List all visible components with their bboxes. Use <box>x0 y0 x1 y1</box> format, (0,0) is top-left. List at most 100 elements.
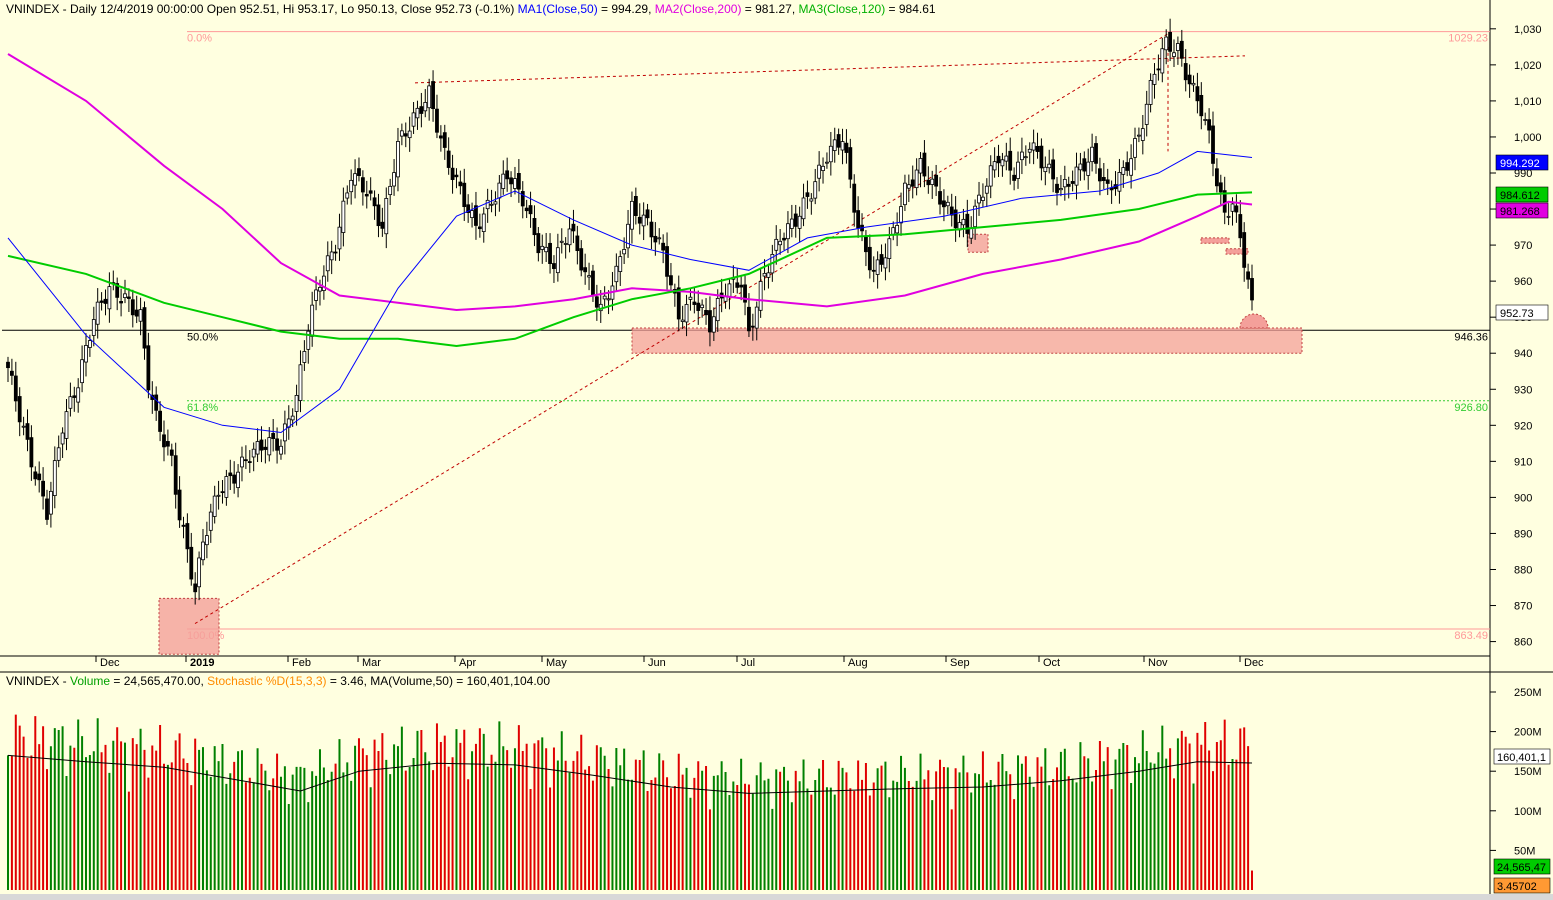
candle-body <box>797 215 802 229</box>
price-axis-label: 960 <box>1514 276 1532 288</box>
ma1-value: = 994.29, <box>597 2 655 16</box>
candle-body <box>949 206 954 216</box>
candle-body <box>9 370 14 376</box>
candle-body <box>333 251 338 254</box>
stochastic-label: Stochastic %D(15,3,3) <box>207 674 327 688</box>
candle-body <box>665 246 669 277</box>
fib-price-label: 1029.23 <box>1448 33 1488 45</box>
x-axis-label: Oct <box>1043 657 1060 669</box>
candle-body <box>146 345 151 391</box>
candle-body <box>37 473 42 481</box>
candle-body <box>1094 143 1098 164</box>
ohlc-info: - Daily 12/4/2019 00:00:00 Open 952.51, … <box>59 2 518 16</box>
price-axis-label: 910 <box>1514 456 1532 468</box>
volume-axis-label: 150M <box>1514 766 1542 778</box>
candle-body <box>318 286 322 292</box>
candle-body <box>1086 161 1091 176</box>
candle-body <box>477 226 482 230</box>
candle-body <box>470 210 474 218</box>
candle-body <box>243 459 248 462</box>
candle-body <box>606 298 611 301</box>
candle-body <box>813 181 818 199</box>
candle-body <box>544 246 549 253</box>
candle-body <box>224 476 229 498</box>
candle-body <box>793 213 798 227</box>
candle-body <box>17 396 22 423</box>
candle-body <box>376 204 381 227</box>
candle-body <box>856 210 861 229</box>
candle-body <box>399 130 404 137</box>
candle-body <box>80 359 84 384</box>
ma3-value-tag-text: 984.612 <box>1500 190 1540 202</box>
candle-body <box>637 216 642 224</box>
candle-body <box>708 310 712 333</box>
candle-body <box>626 223 630 249</box>
candle-body <box>832 139 837 151</box>
candle-body <box>571 223 576 232</box>
candle-body <box>684 304 689 323</box>
candle-body <box>700 304 705 308</box>
candle-body <box>1004 155 1009 162</box>
candle-body <box>119 301 123 304</box>
candle-body <box>431 81 435 109</box>
candle-body <box>247 461 252 463</box>
candle-body <box>419 106 424 114</box>
sheet-tabs-bar[interactable] <box>0 894 1553 900</box>
candle-body <box>56 447 61 461</box>
volume-axis-label: 250M <box>1514 687 1542 699</box>
stoch-value-tag-text: 3.45702 <box>1497 881 1537 893</box>
x-axis-label: May <box>546 657 567 669</box>
candle-body <box>438 135 443 139</box>
volume-axis-label: 100M <box>1514 806 1542 818</box>
volume-axis-label: 200M <box>1514 727 1542 739</box>
ma3-line <box>7 191 1253 348</box>
price-axis-label: 1,010 <box>1514 96 1542 108</box>
candle-body <box>158 410 162 432</box>
candle-body <box>337 226 342 250</box>
candle-body <box>294 394 299 412</box>
ma2-line <box>7 53 1253 312</box>
candle-body <box>1055 183 1059 193</box>
candle-body <box>879 254 884 265</box>
volume-symbol-label: VNINDEX <box>6 674 60 688</box>
candle-body <box>828 145 833 163</box>
candle-body <box>162 434 166 448</box>
candle-body <box>126 296 131 299</box>
candle-body <box>836 134 841 148</box>
candle-body <box>938 191 942 205</box>
x-axis-label: Apr <box>459 657 476 669</box>
low-zone-box <box>158 597 220 655</box>
candle-body <box>454 174 459 178</box>
candle-body <box>743 284 747 303</box>
candle-body <box>513 178 517 189</box>
candle-body <box>41 480 45 497</box>
candle-body <box>91 319 96 336</box>
candle-body <box>48 490 53 515</box>
ma3-value: = 984.61 <box>885 2 936 16</box>
candle-body <box>251 448 256 458</box>
candle-body <box>789 218 794 229</box>
candle-body <box>236 471 240 489</box>
candle-body <box>669 275 673 286</box>
candle-body <box>282 423 287 442</box>
candle-body <box>973 205 978 228</box>
x-axis-label: Dec <box>100 657 120 669</box>
price-header: VNINDEX - Daily 12/4/2019 00:00:00 Open … <box>6 2 936 16</box>
candle-body <box>1101 177 1106 182</box>
candle-body <box>197 557 201 588</box>
candle-body <box>485 199 490 210</box>
candle-body <box>934 174 939 187</box>
candle-body <box>72 395 77 398</box>
candle-body <box>240 456 244 468</box>
fib-price-label: 863.49 <box>1454 630 1488 642</box>
candle-body <box>123 293 127 298</box>
candle-body <box>1035 145 1040 152</box>
candle-body <box>996 155 1001 164</box>
candle-body <box>739 284 744 288</box>
vma-value-tag <box>1493 748 1551 765</box>
candle-body <box>540 245 545 250</box>
candle-body <box>692 301 697 305</box>
candle-body <box>524 207 529 212</box>
candle-body <box>407 130 412 139</box>
